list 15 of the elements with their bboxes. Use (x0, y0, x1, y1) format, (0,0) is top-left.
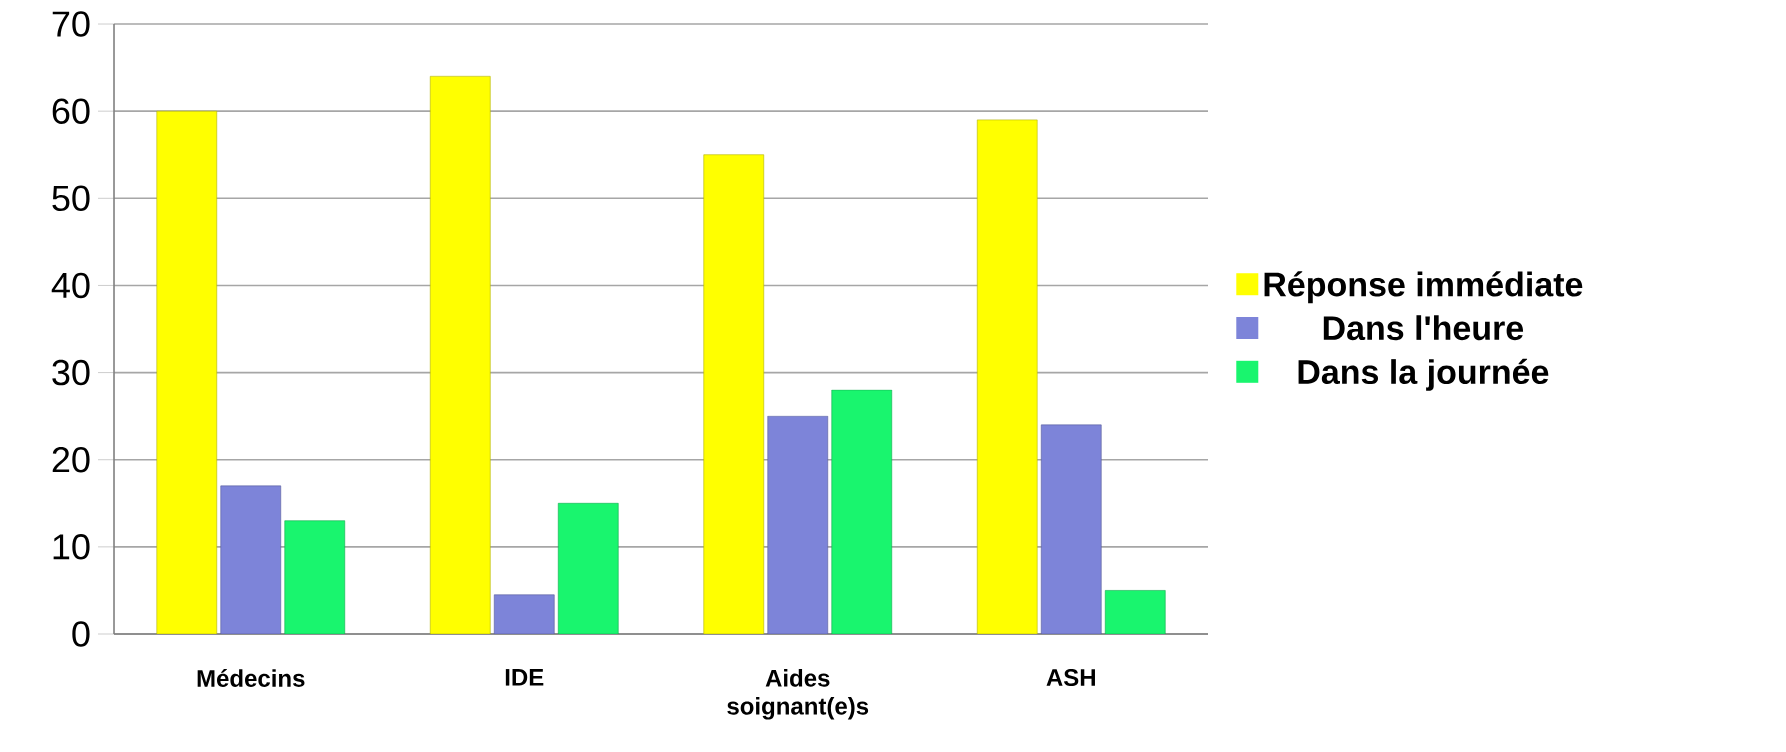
legend-label: Réponse immédiate (1264, 271, 1583, 304)
y-tick-label: 30 (52, 359, 90, 386)
y-tick-label: 40 (51, 272, 90, 299)
x-tick-label: ASH (1046, 669, 1095, 687)
legend-label: Dans l'heure (1323, 315, 1524, 341)
y-tick-label: 0 (72, 621, 90, 647)
y-tick-label: 50 (52, 185, 90, 212)
y-tick-label: 60 (52, 98, 90, 124)
y-tick-label: 10 (53, 534, 90, 560)
legend-label: Dans la journée (1298, 358, 1549, 391)
y-tick-label: 70 (52, 11, 90, 37)
y-tick-label: 20 (52, 446, 90, 473)
x-tick-label: Aides soignant(e)s (727, 669, 869, 720)
x-tick-label: Médecins (197, 669, 305, 687)
x-tick-label: IDE (505, 669, 544, 686)
